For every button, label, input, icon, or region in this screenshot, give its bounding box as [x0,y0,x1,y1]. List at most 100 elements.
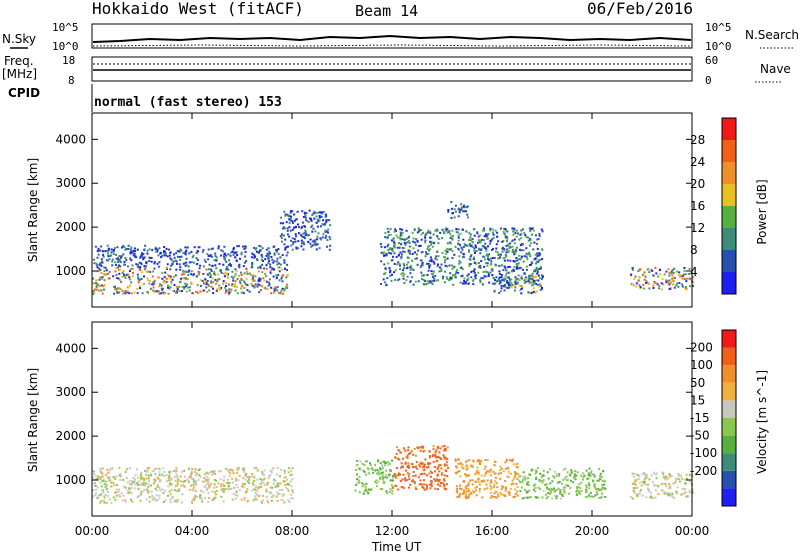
echo-cell [422,274,425,277]
echo-cell [377,470,380,473]
echo-cell [670,272,673,275]
echo-cell [449,277,452,280]
echo-cell [94,484,97,487]
echo-cell [188,467,190,470]
echo-cell [675,490,678,493]
echo-cell [239,257,241,260]
echo-cell [436,235,439,237]
echo-cell [484,465,487,468]
echo-cell [530,468,533,471]
echo-cell [513,269,515,272]
echo-cell [276,263,279,266]
echo-cell [382,476,385,479]
echo-cell [466,205,469,208]
echo-cell [229,254,232,257]
echo-cell [274,287,277,290]
echo-cell [476,460,479,463]
echo-cell [459,475,462,478]
echo-cell [636,486,639,489]
echo-cell [446,231,449,234]
echo-cell [181,493,184,496]
echo-cell [515,466,518,468]
echo-cell [486,237,489,240]
echo-cell [203,486,206,489]
echo-cell [440,263,443,266]
echo-cell [190,270,193,273]
echo-cell [304,215,307,217]
echo-cell [205,489,208,492]
echo-cell [243,261,246,264]
echo-cell [515,229,518,232]
echo-cell [196,496,198,499]
echo-cell [479,234,481,237]
echo-cell [670,475,673,478]
echo-cell [102,467,104,470]
echo-cell [474,480,477,483]
echo-cell [536,238,539,241]
echo-cell [258,494,261,497]
echo-cell [535,290,538,293]
echo-cell [411,463,414,466]
echo-cell [244,250,247,253]
echo-cell [124,470,127,473]
echo-cell [469,479,472,482]
echo-cell [520,276,523,279]
echo-cell [207,248,210,251]
echo-cell [549,491,552,494]
echo-cell [161,488,164,491]
echo-cell [471,238,474,241]
echo-cell [323,222,326,225]
echo-cell [525,265,528,268]
echo-cell [226,265,229,268]
echo-cell [134,255,137,258]
echo-cell [531,272,534,275]
echo-cell [161,474,164,477]
echo-cell [159,283,162,286]
echo-cell [327,231,329,234]
date-title: 06/Feb/2016 [587,0,693,18]
echo-cell [393,252,396,255]
echo-cell [478,248,481,251]
echo-cell [206,280,209,282]
echo-cell [262,495,265,497]
power-colorbar-label: Power [dB] [755,179,769,244]
echo-cell [296,210,299,213]
echo-cell [502,269,505,272]
echo-cell [402,447,405,450]
echo-cell [307,240,310,243]
echo-cell [527,239,530,242]
echo-cell [462,467,465,470]
echo-cell [431,455,434,458]
echo-cell [178,263,181,266]
echo-cell [207,480,209,483]
colorbar-swatch [722,488,736,506]
echo-cell [159,292,162,295]
echo-cell [499,491,502,494]
echo-cell [110,501,113,504]
echo-cell [95,286,98,289]
echo-cell [512,233,515,236]
echo-cell [297,232,300,234]
echo-cell [99,268,102,271]
echo-cell [463,491,466,494]
echo-cell [102,253,105,256]
echo-cell [650,474,653,477]
echo-cell [409,281,411,284]
echo-cell [487,255,489,258]
echo-cell [555,497,558,500]
echo-cell [122,479,125,481]
echo-cell [149,474,152,477]
echo-cell [97,497,100,500]
echo-cell [244,282,247,285]
echo-cell [557,487,560,490]
echo-cell [289,219,292,222]
echo-cell [631,267,634,270]
echo-cell [670,281,673,284]
echo-cell [172,260,175,263]
echo-cell [512,230,514,233]
echo-cell [665,492,668,495]
echo-cell [139,483,142,486]
echo-cell [476,485,479,488]
echo-cell [424,283,427,286]
echo-cell [256,259,259,262]
